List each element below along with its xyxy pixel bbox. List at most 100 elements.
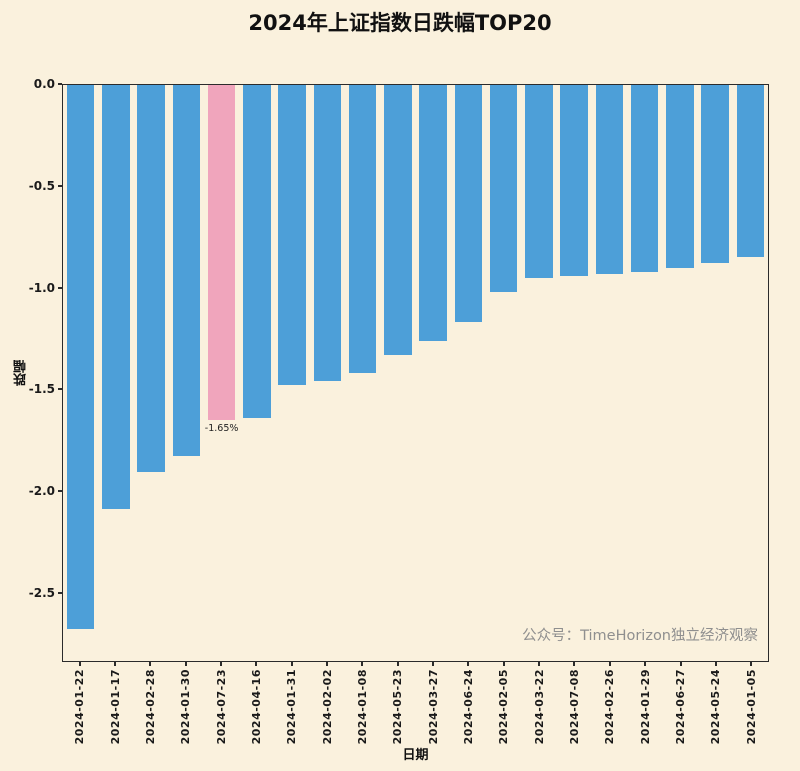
bar-slot <box>662 85 697 661</box>
x-tick-mark <box>361 662 364 666</box>
x-tick-slot: 2024-06-27 <box>663 662 698 744</box>
x-tick-mark <box>78 662 81 666</box>
bar-slot <box>275 85 310 661</box>
y-tick-label: -1.0 <box>28 280 55 295</box>
x-tick-label: 2024-01-22 <box>73 669 87 745</box>
x-tick-label: 2024-05-24 <box>709 669 723 745</box>
x-tick-slot: 2024-04-16 <box>239 662 274 744</box>
bar-slot: -1.65% <box>204 85 239 661</box>
x-tick-label: 2024-03-22 <box>532 669 546 745</box>
y-axis: 0.0 -0.5 -1.0 -1.5 -2.0 -2.5 <box>0 77 62 662</box>
x-tick-label: 2024-02-26 <box>603 669 617 745</box>
bar <box>384 85 412 355</box>
bar-slot <box>627 85 662 661</box>
y-tick: 0.0 <box>34 77 62 91</box>
x-tick-mark <box>679 662 682 666</box>
x-tick-label: 2024-07-23 <box>214 669 228 745</box>
x-tick-slot: 2024-05-23 <box>380 662 415 744</box>
y-tick: -2.5 <box>29 586 62 600</box>
x-tick-slot: 2024-03-27 <box>415 662 450 744</box>
bar-slot <box>63 85 98 661</box>
x-axis-label: 日期 <box>402 748 429 763</box>
bar-slot <box>592 85 627 661</box>
x-tick-mark <box>467 662 470 666</box>
bar-slot <box>239 85 274 661</box>
x-tick-slot: 2024-02-26 <box>592 662 627 744</box>
bar-slot <box>733 85 768 661</box>
x-tick-label: 2024-01-29 <box>638 669 652 745</box>
x-tick-label: 2024-04-16 <box>249 669 263 745</box>
y-tick-label: -0.5 <box>28 178 55 193</box>
bar <box>172 85 201 457</box>
bar-slot <box>134 85 169 661</box>
x-tick-mark <box>432 662 435 666</box>
x-tick-slot: 2024-02-28 <box>133 662 168 744</box>
bar <box>419 85 447 341</box>
bar-slot <box>310 85 345 661</box>
x-tick-mark <box>502 662 505 666</box>
bar <box>666 85 694 268</box>
x-tick-mark <box>184 662 187 666</box>
x-tick-label: 2024-01-08 <box>355 669 369 745</box>
x-tick-label: 2024-02-28 <box>143 669 157 745</box>
x-tick-label: 2024-01-17 <box>108 669 122 745</box>
bar <box>66 85 95 629</box>
x-tick-slot: 2024-01-22 <box>62 662 97 744</box>
bar-slot <box>345 85 380 661</box>
bar-slot <box>169 85 204 661</box>
y-tick-label: -2.5 <box>28 585 55 600</box>
x-tick-mark <box>538 662 541 666</box>
bar-slot <box>486 85 521 661</box>
x-tick-slot: 2024-02-02 <box>309 662 344 744</box>
x-tick-label: 2024-01-31 <box>285 669 299 745</box>
x-tick-label: 2024-01-05 <box>744 669 758 745</box>
x-tick-mark <box>644 662 647 666</box>
x-tick-mark <box>326 662 329 666</box>
bar <box>736 85 765 258</box>
x-ticks-row: 2024-01-22 2024-01-17 2024-02-28 2024-01-30… <box>62 662 769 744</box>
x-tick-label: 2024-01-30 <box>179 669 193 745</box>
y-tick: -1.0 <box>29 281 62 295</box>
x-tick-mark <box>220 662 223 666</box>
bar-slot <box>451 85 486 661</box>
bar-slot <box>698 85 733 661</box>
x-tick-mark <box>714 662 717 666</box>
x-tick-label: 2024-06-24 <box>461 669 475 745</box>
bar <box>489 85 518 292</box>
y-tick-label: -2.0 <box>28 484 55 499</box>
x-tick-mark <box>608 662 611 666</box>
y-tick-mark <box>58 83 62 85</box>
x-tick-mark <box>750 662 753 666</box>
bar <box>243 85 271 418</box>
x-tick-slot: 2024-07-23 <box>203 662 238 744</box>
bar-slot <box>98 85 133 661</box>
y-tick-mark <box>58 490 62 493</box>
x-tick-label: 2024-03-27 <box>426 669 440 745</box>
bar <box>630 85 659 272</box>
y-tick-mark <box>58 184 62 187</box>
x-tick-mark <box>290 662 293 666</box>
x-tick-mark <box>255 662 258 666</box>
plot-area: -1.65% 公众号：TimeHorizon独立经济观察 <box>62 84 769 662</box>
y-tick-label: -1.5 <box>28 382 55 397</box>
y-tick: -1.5 <box>29 382 62 396</box>
bar-slot <box>416 85 451 661</box>
bars-row: -1.65% <box>63 85 768 661</box>
bar <box>595 85 624 274</box>
bar-slot <box>557 85 592 661</box>
x-tick-slot: 2024-03-22 <box>521 662 556 744</box>
x-tick-label: 2024-06-27 <box>674 669 688 745</box>
x-tick-label: 2024-05-23 <box>391 669 405 745</box>
x-tick-mark <box>149 662 152 666</box>
bar <box>313 85 342 382</box>
x-tick-mark <box>114 662 117 666</box>
watermark: 公众号：TimeHorizon独立经济观察 <box>522 628 758 644</box>
x-tick-mark <box>396 662 399 666</box>
highlight-bar: -1.65% <box>205 85 238 434</box>
y-tick: -2.0 <box>29 484 62 498</box>
x-tick-label: 2024-02-02 <box>320 669 334 745</box>
y-tick-mark <box>58 388 62 391</box>
y-tick-label: 0.0 <box>33 77 55 91</box>
x-tick-slot: 2024-01-31 <box>274 662 309 744</box>
bar <box>525 85 553 278</box>
